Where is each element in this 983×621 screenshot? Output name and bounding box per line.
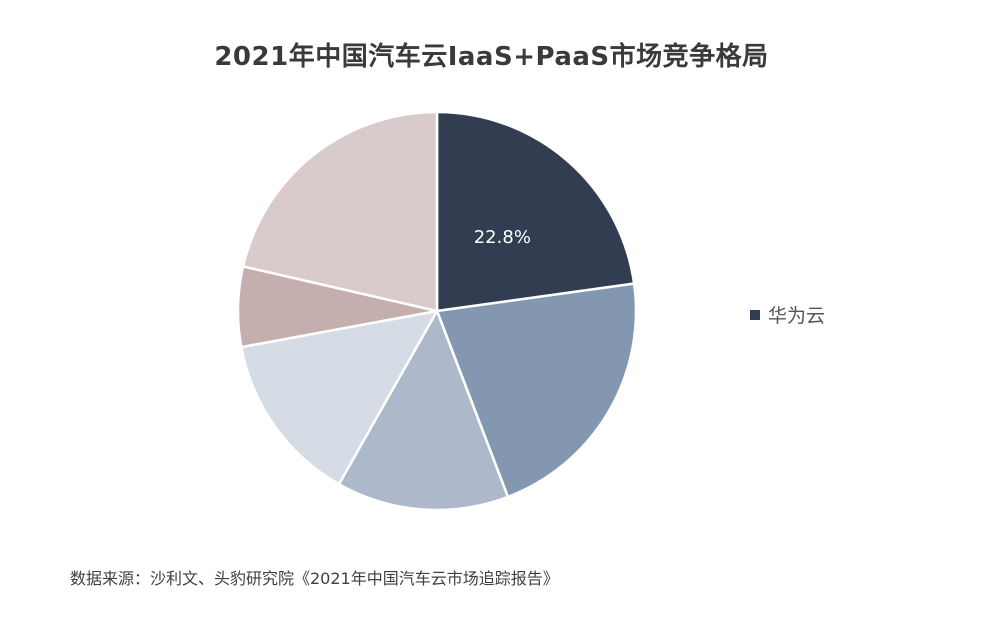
data-label-slice-1: 22.8% — [474, 227, 531, 248]
legend: 华为云 — [750, 301, 825, 328]
chart-title: 2021年中国汽车云IaaS+PaaS市场竞争格局 — [214, 42, 769, 72]
pie-slice-1 — [435, 110, 636, 313]
pie-slice-3 — [337, 308, 510, 512]
source-note: 数据来源：沙利文、头豹研究院《2021年中国汽车云市场追踪报告》 — [70, 569, 559, 588]
pie-slice-2 — [435, 282, 638, 499]
pie-slice-4 — [239, 309, 440, 486]
legend-swatch-huawei-cloud — [750, 309, 760, 320]
pie-slice-6 — [241, 110, 439, 313]
legend-label-huawei-cloud: 华为云 — [768, 305, 826, 327]
